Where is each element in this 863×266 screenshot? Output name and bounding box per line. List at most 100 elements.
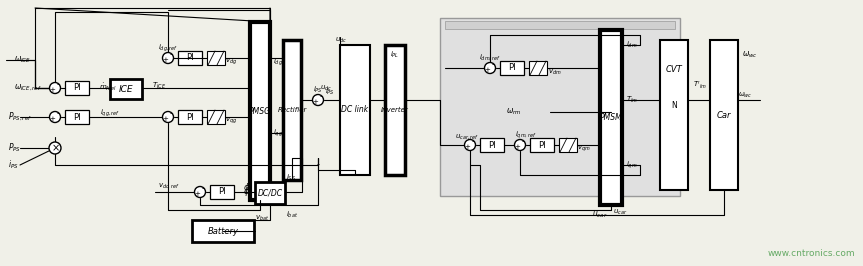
Text: PI: PI xyxy=(539,140,545,149)
Text: $i_{bat}$: $i_{bat}$ xyxy=(286,210,298,220)
Bar xyxy=(210,185,234,199)
Bar xyxy=(283,40,301,180)
Text: $\omega_{wc}$: $\omega_{wc}$ xyxy=(738,90,753,99)
Text: $\omega_{ICE}$: $\omega_{ICE}$ xyxy=(14,55,31,65)
Text: ICE: ICE xyxy=(119,85,133,94)
Circle shape xyxy=(464,139,476,151)
Text: $v_{dc,ref}$: $v_{dc,ref}$ xyxy=(158,181,180,190)
Circle shape xyxy=(162,52,173,64)
Circle shape xyxy=(312,94,324,106)
Text: -: - xyxy=(169,51,173,60)
Text: $i_{PL}$: $i_{PL}$ xyxy=(390,50,400,60)
Text: -: - xyxy=(317,160,319,169)
Text: PI: PI xyxy=(186,113,194,122)
Bar xyxy=(340,45,370,175)
Text: -: - xyxy=(56,110,60,118)
Text: Rectifier: Rectifier xyxy=(277,107,306,113)
Text: Inverter: Inverter xyxy=(381,107,409,113)
Text: PMSG: PMSG xyxy=(249,106,271,115)
Text: PI: PI xyxy=(73,84,81,93)
Bar xyxy=(255,182,285,204)
Text: +: + xyxy=(49,87,55,93)
Bar xyxy=(250,22,270,200)
Bar xyxy=(559,138,577,152)
Bar xyxy=(500,61,524,75)
Bar xyxy=(178,110,202,124)
Bar xyxy=(65,110,89,124)
Text: $u_{dc}$: $u_{dc}$ xyxy=(320,84,332,93)
Text: $\omega_{rm}$: $\omega_{rm}$ xyxy=(506,107,521,117)
Text: $\dot{m}_{fuel}$: $\dot{m}_{fuel}$ xyxy=(99,81,117,93)
Circle shape xyxy=(514,139,526,151)
Text: -: - xyxy=(319,93,323,102)
Bar xyxy=(660,40,688,190)
Bar xyxy=(480,138,504,152)
Text: $v_{qm}$: $v_{qm}$ xyxy=(577,144,590,154)
Text: $T_{lm}$: $T_{lm}$ xyxy=(626,95,638,105)
Text: Car: Car xyxy=(717,110,731,119)
Bar xyxy=(529,61,547,75)
Bar xyxy=(192,220,254,242)
Text: $T'_{lm}$: $T'_{lm}$ xyxy=(693,79,707,91)
Text: PI: PI xyxy=(73,113,81,122)
Text: CVT: CVT xyxy=(665,65,683,74)
Text: PMSM: PMSM xyxy=(600,113,622,122)
Circle shape xyxy=(162,111,173,123)
Text: +: + xyxy=(464,144,470,150)
Text: Battery: Battery xyxy=(207,227,238,235)
Text: $i_{dm,ref}$: $i_{dm,ref}$ xyxy=(479,52,501,62)
Text: PI: PI xyxy=(488,140,496,149)
Bar xyxy=(710,40,738,190)
Text: $P_{PS}$: $P_{PS}$ xyxy=(8,142,21,154)
Text: PI: PI xyxy=(186,53,194,63)
Bar xyxy=(65,81,89,95)
Bar xyxy=(600,30,622,205)
Text: $P_{PS,ref}$: $P_{PS,ref}$ xyxy=(8,111,32,123)
Text: +: + xyxy=(484,67,490,73)
Text: N: N xyxy=(671,101,677,110)
Text: $u_{car}$: $u_{car}$ xyxy=(592,210,608,220)
Text: $i_{PS}$: $i_{PS}$ xyxy=(325,87,335,97)
Text: www.cntronics.com: www.cntronics.com xyxy=(767,249,855,258)
Bar xyxy=(385,45,405,175)
Text: +: + xyxy=(194,191,200,197)
Text: +: + xyxy=(514,144,520,150)
Text: $i_{qg,ref}$: $i_{qg,ref}$ xyxy=(100,107,120,118)
Text: -: - xyxy=(169,110,173,118)
Text: $i_{PS}$: $i_{PS}$ xyxy=(8,159,19,171)
Text: $i_{qm}$: $i_{qm}$ xyxy=(626,159,638,171)
Text: DC link: DC link xyxy=(342,106,369,114)
Text: $u_{car}$: $u_{car}$ xyxy=(613,207,627,217)
Text: DC/DC: DC/DC xyxy=(257,189,282,197)
Text: $T_{ICE}$: $T_{ICE}$ xyxy=(152,81,167,91)
Bar xyxy=(207,51,225,65)
Text: $i_{dg,ref}$: $i_{dg,ref}$ xyxy=(158,42,178,54)
Text: $\omega_{wc}$: $\omega_{wc}$ xyxy=(742,50,758,60)
Text: +: + xyxy=(49,116,55,122)
Text: +: + xyxy=(162,116,168,122)
Text: $\phi$: $\phi$ xyxy=(243,185,250,198)
Text: $\omega_{ICE,ref}$: $\omega_{ICE,ref}$ xyxy=(14,83,41,93)
Text: $u_{car,ref}$: $u_{car,ref}$ xyxy=(455,132,479,142)
Text: $v_{qg}$: $v_{qg}$ xyxy=(225,116,237,126)
Text: $i_{dm}$: $i_{dm}$ xyxy=(626,40,638,50)
Text: $\phi$: $\phi$ xyxy=(243,181,250,194)
Text: $i_{qg}$: $i_{qg}$ xyxy=(273,127,283,139)
Circle shape xyxy=(49,142,61,154)
Text: $i_{PS}$: $i_{PS}$ xyxy=(313,85,323,95)
Bar xyxy=(110,79,142,99)
Text: -: - xyxy=(521,138,525,147)
Bar xyxy=(207,110,225,124)
Circle shape xyxy=(484,63,495,73)
Text: -: - xyxy=(471,138,475,147)
Bar xyxy=(440,18,680,196)
Text: $i_{dg}$: $i_{dg}$ xyxy=(273,56,283,68)
Text: PI: PI xyxy=(218,188,226,197)
Text: $v_{dm}$: $v_{dm}$ xyxy=(548,67,562,77)
Text: -: - xyxy=(56,81,60,89)
Text: $\times$: $\times$ xyxy=(51,143,60,153)
Circle shape xyxy=(49,111,60,123)
Text: +: + xyxy=(312,99,318,105)
Text: -: - xyxy=(201,185,205,193)
Bar xyxy=(178,51,202,65)
